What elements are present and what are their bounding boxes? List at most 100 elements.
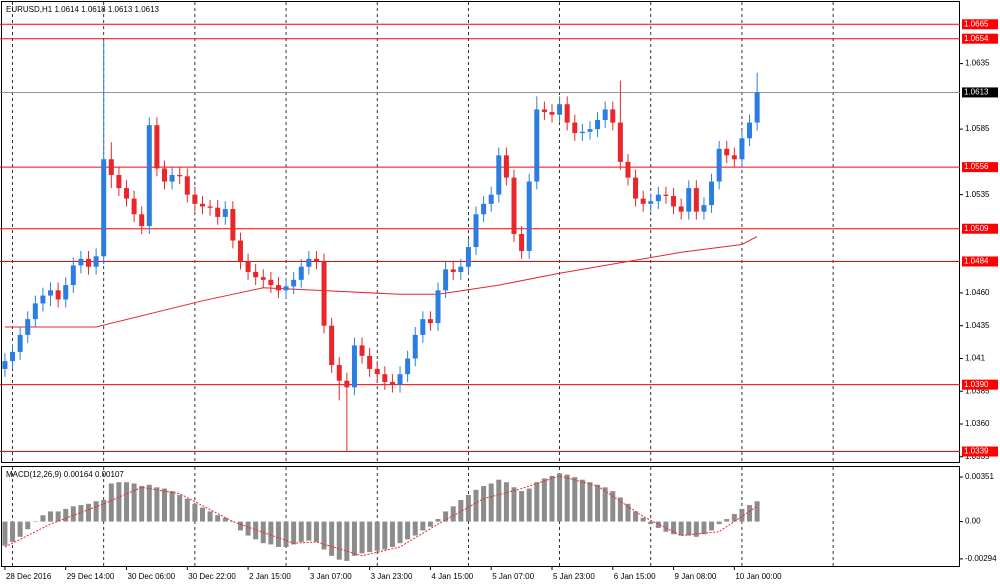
macd-bar [663, 521, 669, 532]
macd-bar [93, 501, 99, 522]
macd-bar [557, 473, 563, 522]
macd-signal [4, 475, 758, 557]
macd-bar [549, 475, 555, 522]
candle-body [306, 258, 312, 267]
candle-body [63, 285, 69, 300]
candle-body [450, 269, 456, 272]
candle-body [511, 177, 517, 234]
macd-bar [678, 521, 684, 536]
candle-body [382, 374, 388, 383]
macd-bar [17, 521, 23, 537]
candle-body [405, 358, 411, 375]
macd-bar [344, 521, 350, 561]
candle-body [237, 240, 243, 262]
candle-body [260, 277, 266, 280]
macd-bar [10, 521, 16, 542]
macd-bar [724, 519, 730, 522]
level-label: 1.0390 [964, 380, 989, 389]
candle-body [169, 174, 175, 182]
level-label-box [962, 256, 998, 267]
x-tick-label: 2 Jan 15:00 [249, 572, 291, 581]
macd-bar [101, 500, 107, 522]
level-label: 1.0509 [964, 224, 989, 233]
macd-bar [55, 511, 61, 522]
macd-bar [291, 521, 297, 545]
macd-bar [146, 484, 152, 522]
macd-bar [351, 521, 357, 556]
candle-body [724, 148, 730, 156]
chart-title: EURUSD,H1 1.0614 1.0618 1.0613 1.0613 [6, 5, 160, 14]
candle-body [465, 247, 471, 267]
macd-bar [739, 508, 745, 522]
macd-bar [450, 506, 456, 522]
level-label-box [962, 33, 998, 44]
candle-body [389, 382, 395, 385]
macd-bar [48, 511, 54, 522]
macd-bar [747, 505, 753, 522]
candle-body [351, 345, 357, 388]
candle-body [25, 319, 31, 335]
macd-bar [473, 489, 479, 522]
candle-body [686, 188, 692, 212]
macd-bar [511, 487, 517, 522]
candle-body [663, 194, 669, 196]
candle-body [313, 258, 319, 262]
main-frame [1, 1, 960, 463]
x-tick-label: 5 Jan 23:00 [553, 572, 595, 581]
macd-bar [693, 521, 699, 537]
x-tick-label: 6 Jan 15:00 [614, 572, 656, 581]
candle-body [443, 269, 449, 291]
candle-body [648, 201, 654, 204]
candle-body [329, 325, 335, 366]
macd-bar [420, 521, 426, 531]
y-tick-label: 0.00 [965, 517, 981, 526]
x-tick-label: 9 Jan 08:00 [675, 572, 717, 581]
candle-body [291, 279, 297, 287]
macd-bar [617, 497, 623, 522]
macd-bar [572, 477, 578, 522]
macd-bar [329, 521, 335, 556]
macd-bar [579, 479, 585, 522]
candle-body [587, 129, 593, 132]
macd-frame [1, 466, 960, 567]
macd-bar [405, 521, 411, 540]
macd-bar [519, 491, 525, 522]
candle-body [86, 258, 92, 267]
macd-bar [253, 521, 259, 540]
current-price-label: 1.0613 [964, 88, 989, 97]
macd-bar [701, 521, 707, 535]
macd-bar [32, 521, 38, 523]
macd-bar [108, 483, 114, 522]
candle-body [222, 209, 228, 217]
macd-bar [610, 491, 616, 522]
candle-body [298, 266, 304, 280]
candle-body [230, 209, 236, 241]
macd-bar [427, 521, 433, 527]
candle-body [177, 174, 183, 177]
y-tick-label: 1.0385 [965, 386, 990, 395]
candle-body [215, 207, 221, 217]
candle-body [283, 286, 289, 291]
macd-bar [481, 486, 487, 522]
candle-body [671, 195, 677, 207]
candle-body [716, 148, 722, 182]
y-tick-label: 1.0435 [965, 321, 990, 330]
macd-bar [116, 482, 122, 522]
candle-body [78, 258, 84, 266]
candle-body [275, 285, 281, 291]
candle-body [116, 174, 122, 189]
macd-bar [63, 508, 69, 522]
macd-bar [367, 521, 373, 553]
macd-bar [496, 479, 502, 522]
macd-bar [389, 521, 395, 547]
macd-bar [222, 517, 228, 522]
candle-body [557, 104, 563, 115]
candle-body [549, 112, 555, 115]
macd-bar [503, 482, 509, 522]
candle-body [427, 319, 433, 324]
candle-body [101, 159, 107, 257]
candle-body [124, 188, 130, 199]
macd-bar [154, 487, 160, 522]
candle-body [139, 214, 145, 227]
